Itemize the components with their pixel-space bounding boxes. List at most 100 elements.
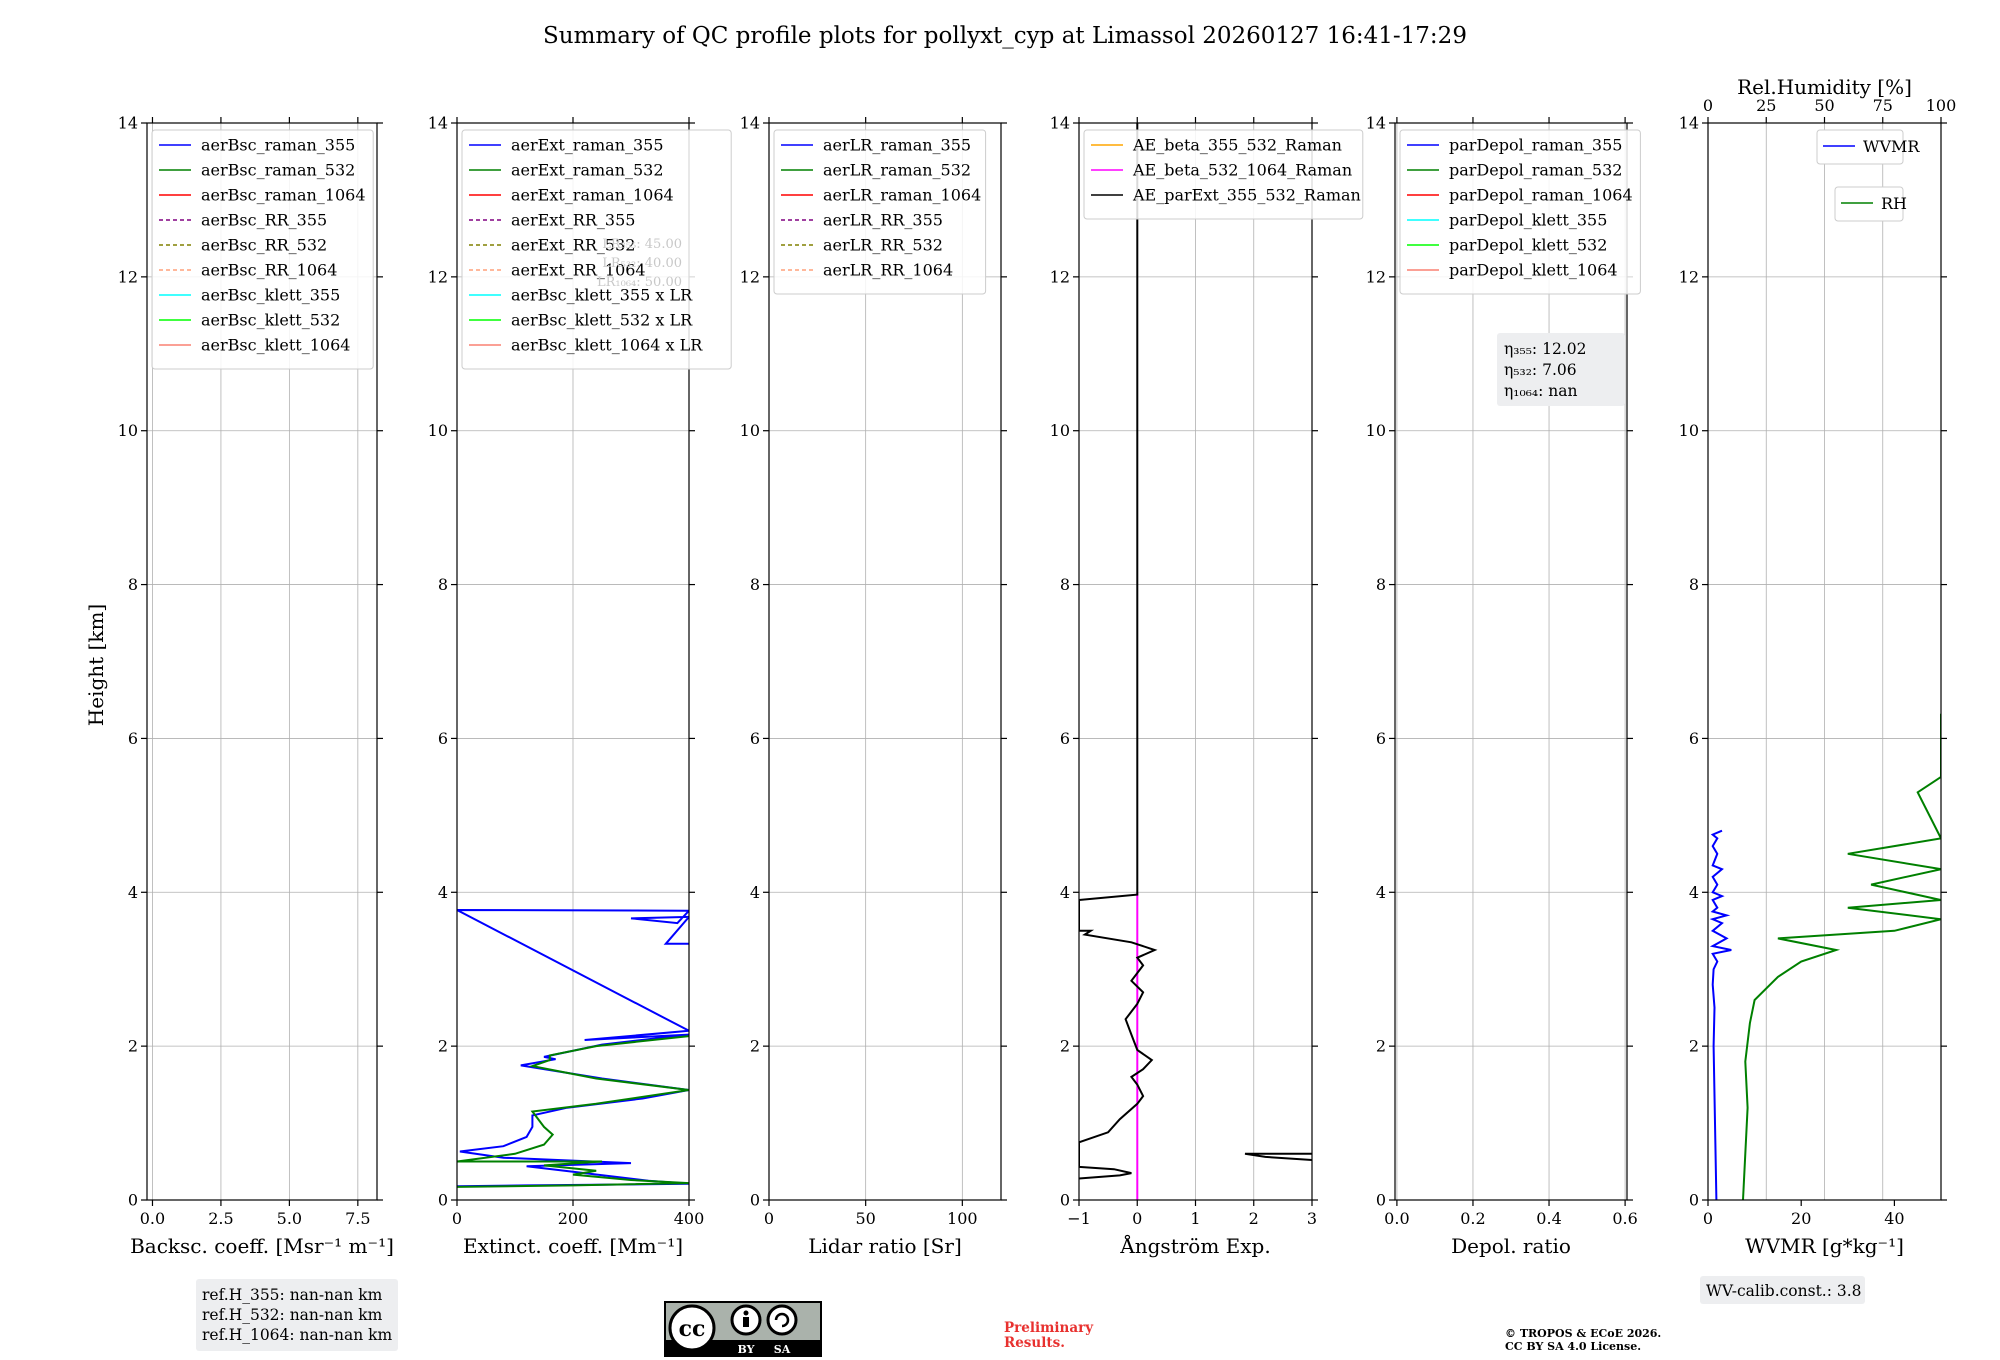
ytick-label: 4 xyxy=(1689,883,1699,902)
ytick-label: 0 xyxy=(1689,1191,1699,1210)
legend-label: aerExt_RR_1064 xyxy=(511,261,646,280)
legend-RH: RH xyxy=(1834,186,1907,222)
xtick-label: −1 xyxy=(1067,1209,1091,1228)
legend-label: aerBsc_klett_532 xyxy=(201,311,340,330)
ytick-label: 0 xyxy=(750,1191,760,1210)
ytick-label: 2 xyxy=(128,1037,138,1056)
series-line-WVMR xyxy=(1709,829,1732,1200)
ytick-label: 6 xyxy=(128,729,138,748)
plot-frame xyxy=(146,122,378,1201)
legend-label: AE_parExt_355_532_Raman xyxy=(1132,186,1361,205)
ytick-label: 12 xyxy=(1050,267,1070,286)
series-group xyxy=(1709,713,1941,1200)
x-axis-label: Backsc. coeff. [Msr⁻¹ m⁻¹] xyxy=(130,1234,394,1258)
ytick-label: 4 xyxy=(750,883,760,902)
ytick-label: 0 xyxy=(1376,1191,1386,1210)
legend-label: aerBsc_raman_1064 xyxy=(201,186,366,205)
legend-box xyxy=(1083,129,1364,220)
xtick-label: 3 xyxy=(1307,1209,1317,1228)
ytick-label: 12 xyxy=(428,267,448,286)
ytick-label: 2 xyxy=(750,1037,760,1056)
x-axis-label: Extinct. coeff. [Mm⁻¹] xyxy=(463,1234,683,1258)
legend-label: aerBsc_klett_355 xyxy=(201,286,340,305)
xtick-label: 40 xyxy=(1884,1209,1904,1228)
annotation-line: LR₅₃₂: 40.00 xyxy=(602,256,682,271)
legend-label: parDepol_raman_1064 xyxy=(1449,186,1633,205)
legend-label: parDepol_raman_355 xyxy=(1449,136,1622,155)
legend-label: aerExt_RR_355 xyxy=(511,211,635,230)
series-group xyxy=(1079,123,1312,1200)
legend-label: aerLR_raman_355 xyxy=(823,136,971,155)
legend-label: parDepol_klett_532 xyxy=(1449,236,1607,255)
legend-box xyxy=(1816,129,1904,165)
annotation-box xyxy=(1497,333,1625,406)
legend-box xyxy=(1399,129,1641,295)
ytick-label: 10 xyxy=(1050,421,1070,440)
ytick-label: 10 xyxy=(118,421,138,440)
top-xtick-label: 0 xyxy=(1703,96,1713,115)
ytick-label: 10 xyxy=(740,421,760,440)
ytick-label: 2 xyxy=(438,1037,448,1056)
legend-label: RH xyxy=(1881,194,1907,213)
ytick-label: 14 xyxy=(1679,114,1699,133)
preliminary-line-1: Preliminary xyxy=(1004,1320,1094,1336)
legend-label: aerLR_RR_1064 xyxy=(823,261,953,280)
legend-label: aerBsc_raman_355 xyxy=(201,136,355,155)
xtick-label: 2.5 xyxy=(208,1209,233,1228)
x-axis-label: Ångström Exp. xyxy=(1119,1233,1270,1258)
top-xtick-label: 75 xyxy=(1873,96,1893,115)
top-xtick-label: 50 xyxy=(1814,96,1834,115)
x-axis-label: Depol. ratio xyxy=(1451,1234,1571,1258)
panel-depolarization: 0 2 4 6 8 10 12 14 0.0 0.2 0.4 0.6 Depol. ratio parDe… xyxy=(1366,114,1641,1258)
legend-label: aerLR_RR_355 xyxy=(823,211,943,230)
copyright-line-1: © TROPOS & ECoE 2026. xyxy=(1505,1327,1661,1340)
ytick-label: 10 xyxy=(1366,421,1386,440)
xtick-label: 0.2 xyxy=(1460,1209,1485,1228)
legend-box xyxy=(461,129,732,370)
plot-frame xyxy=(768,122,1002,1201)
legend-label: aerLR_raman_1064 xyxy=(823,186,981,205)
x-axis-label: WVMR [g*kg⁻¹] xyxy=(1745,1234,1904,1258)
xtick-label: 0.6 xyxy=(1612,1209,1637,1228)
legend-label: aerBsc_RR_532 xyxy=(201,236,327,255)
panel-lidar_ratio: 0 2 4 6 8 10 12 14 0 50 100 Lidar ratio [Sr] aerLR_r… xyxy=(740,114,1007,1258)
series-line-RH xyxy=(1742,713,1941,1200)
ytick-label: 0 xyxy=(128,1191,138,1210)
top-xtick-label: 100 xyxy=(1926,96,1957,115)
ytick-label: 14 xyxy=(740,114,760,133)
legend-label: aerExt_raman_355 xyxy=(511,136,664,155)
license-sa-label: SA xyxy=(774,1343,791,1356)
legend-label: WVMR xyxy=(1863,137,1920,156)
cc-license-badge: cc BY SA xyxy=(664,1301,822,1357)
ytick-label: 14 xyxy=(428,114,448,133)
ytick-label: 6 xyxy=(1689,729,1699,748)
xtick-label: 50 xyxy=(855,1209,875,1228)
ytick-label: 8 xyxy=(1060,575,1070,594)
ytick-label: 2 xyxy=(1689,1037,1699,1056)
legend: aerLR_raman_355 aerLR_raman_532 aerLR_rama… xyxy=(773,129,987,295)
series-line-aerExt_raman_532 xyxy=(457,1035,689,1188)
legend-label: parDepol_klett_1064 xyxy=(1449,261,1618,280)
ytick-label: 12 xyxy=(740,267,760,286)
xtick-label: 0 xyxy=(452,1209,462,1228)
ytick-label: 0 xyxy=(1060,1191,1070,1210)
legend: AE_beta_355_532_Raman AE_beta_532_1064_Ra… xyxy=(1083,129,1364,220)
ytick-label: 4 xyxy=(438,883,448,902)
ytick-label: 8 xyxy=(1376,575,1386,594)
xtick-label: 0.4 xyxy=(1536,1209,1561,1228)
annotation-line: η₅₃₂: 7.06 xyxy=(1504,361,1577,379)
legend-label: parDepol_raman_532 xyxy=(1449,161,1622,180)
top-xtick-label: 25 xyxy=(1756,96,1776,115)
ytick-label: 2 xyxy=(1376,1037,1386,1056)
ytick-label: 6 xyxy=(1060,729,1070,748)
legend-label: aerBsc_RR_1064 xyxy=(201,261,337,280)
cc-logo-icon xyxy=(668,1304,716,1352)
figure-title: Summary of QC profile plots for pollyxt_… xyxy=(543,23,1467,49)
preliminary-line-2: Results. xyxy=(1004,1335,1065,1351)
share-alike-icon xyxy=(766,1304,798,1336)
legend-WVMR: WVMR xyxy=(1816,129,1920,165)
wv-calib-box: WV-calib.const.: 3.8 xyxy=(1700,1276,1865,1304)
series-line-aerExt_raman_355 xyxy=(457,909,689,1188)
